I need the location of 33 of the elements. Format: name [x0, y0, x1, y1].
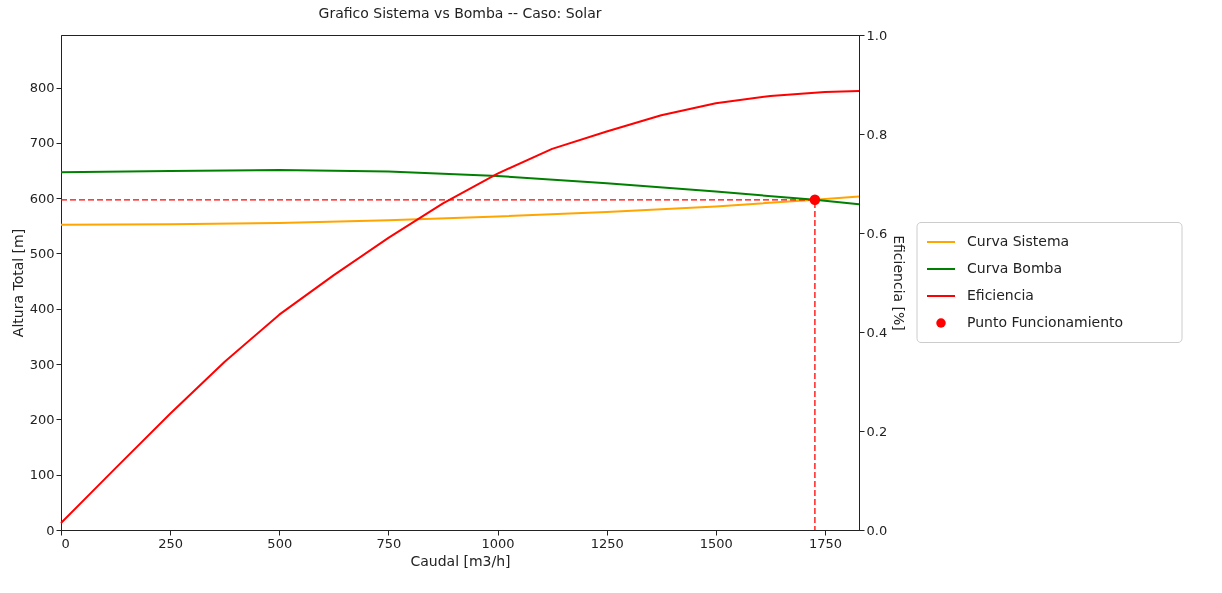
y-tick-label: 0 [46, 522, 55, 538]
x-tick-label: 1000 [481, 535, 515, 551]
y-tick-label: 500 [29, 245, 55, 261]
y2-tick-label: 1.0 [866, 27, 888, 43]
x-axis-title: Caudal [m3/h] [410, 552, 511, 569]
x-tick-label: 1250 [590, 535, 624, 551]
y-tick-label: 200 [29, 411, 55, 427]
y-tick-label: 600 [29, 190, 55, 206]
y2-tick-label: 0.2 [866, 423, 888, 439]
y2-tick-label: 0.6 [866, 225, 888, 241]
x-tick-label: 0 [61, 535, 70, 551]
y-tick-label: 400 [29, 301, 55, 317]
y-tick-label: 300 [29, 356, 55, 372]
chart-title: Grafico Sistema vs Bomba -- Caso: Solar [318, 5, 602, 21]
x-tick-label: 1500 [699, 535, 733, 551]
y-axis-title: Altura Total [m] [9, 228, 26, 338]
y-tick-label: 800 [29, 80, 55, 96]
line-series [60, 168, 860, 206]
y2-axis-title: Eficiencia [%] [891, 235, 908, 331]
y-tick-label: 100 [29, 467, 55, 483]
y2-tick-label: 0.4 [866, 324, 888, 340]
line-series [60, 195, 860, 226]
y2-tick-label: 0.8 [866, 126, 888, 142]
x-tick-label: 250 [158, 535, 184, 551]
legend-label: Curva Sistema [967, 233, 1070, 249]
legend-label: Curva Bomba [967, 260, 1062, 276]
y-tick-label: 700 [29, 135, 55, 151]
x-tick-label: 1750 [808, 535, 842, 551]
x-tick-label: 750 [376, 535, 402, 551]
legend-label: Punto Funcionamiento [967, 314, 1124, 330]
y2-tick-label: 0.0 [866, 522, 888, 538]
x-tick-label: 500 [267, 535, 293, 551]
legend-label: Eficiencia [967, 287, 1034, 303]
